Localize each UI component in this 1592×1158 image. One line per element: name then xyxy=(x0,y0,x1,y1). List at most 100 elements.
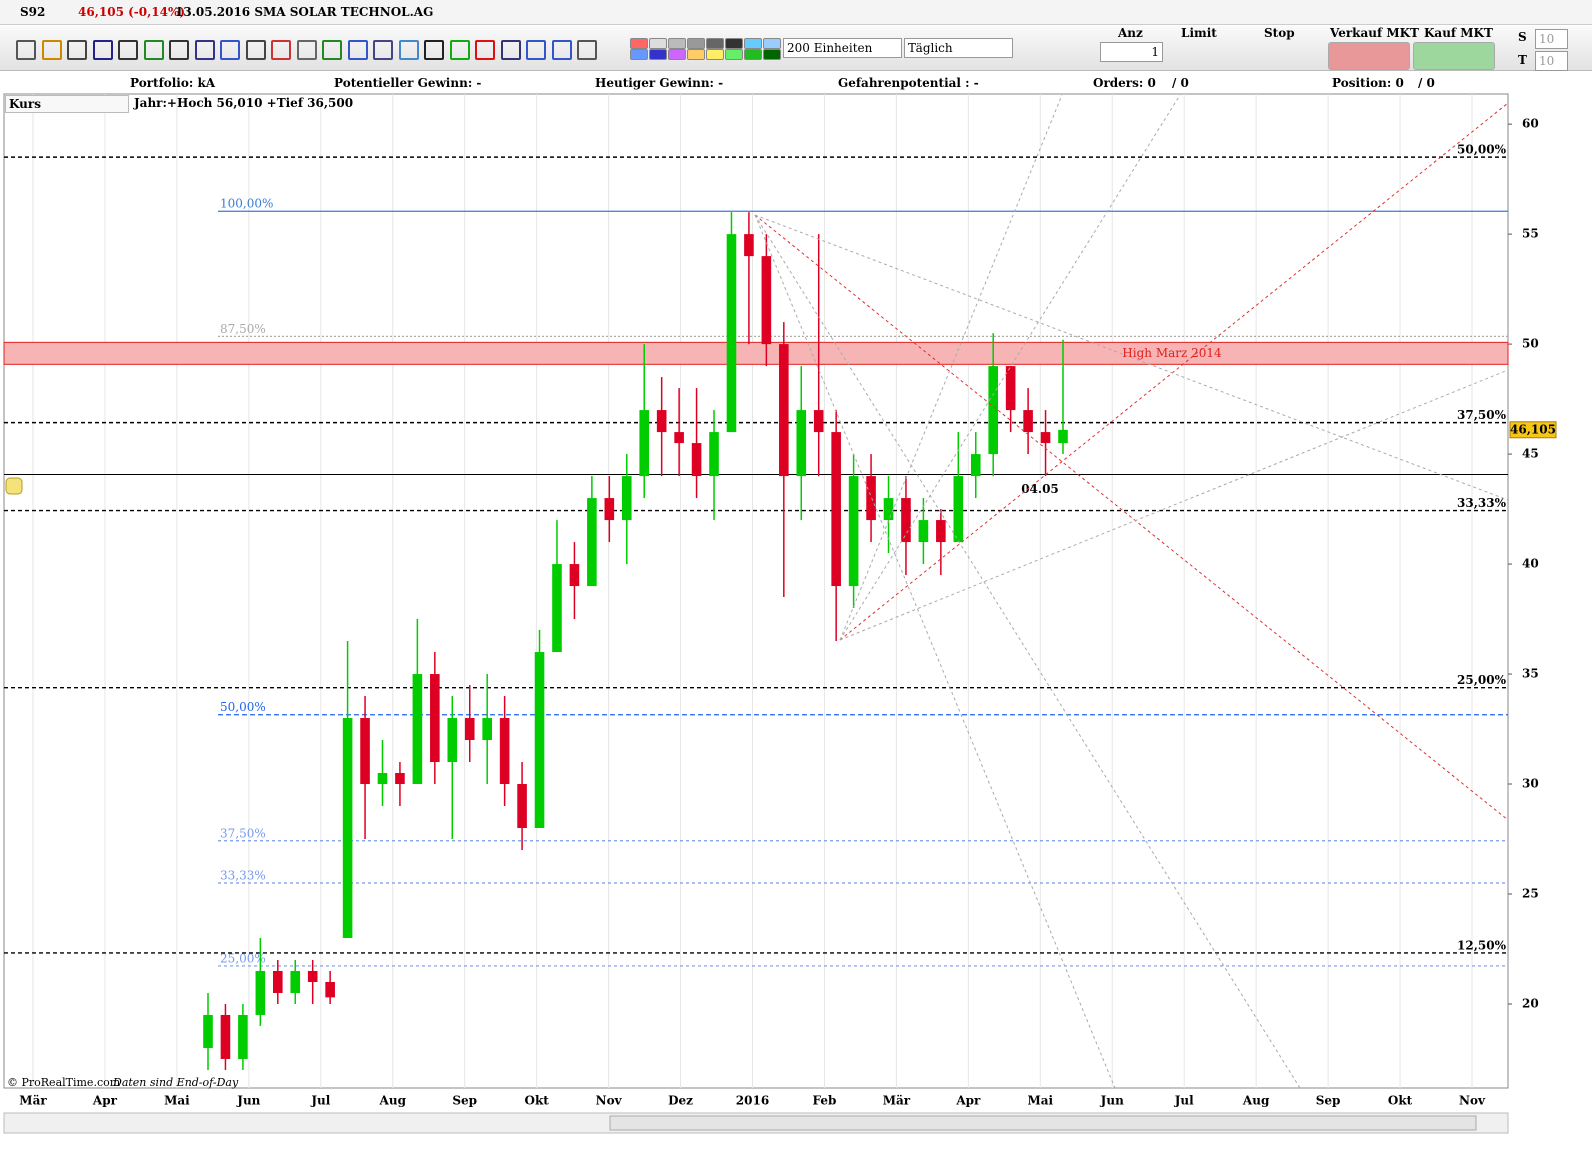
trend-line xyxy=(754,214,1509,501)
x-tick-label: Apr xyxy=(955,1094,981,1108)
trend-line xyxy=(839,94,1181,641)
orders-total: / 0 xyxy=(1172,76,1189,90)
tool-icon[interactable] xyxy=(373,40,393,60)
y-tick-label: 30 xyxy=(1522,777,1539,791)
buy-label: Kauf MKT xyxy=(1424,26,1493,40)
units-select[interactable]: 200 Einheiten xyxy=(783,38,902,58)
tool-icon[interactable] xyxy=(322,40,342,60)
color-swatch[interactable] xyxy=(725,38,743,49)
tool-icon[interactable] xyxy=(424,40,444,60)
quote: 46,105 (-0,14%) xyxy=(78,5,186,19)
color-swatch[interactable] xyxy=(668,38,686,49)
candle-body xyxy=(988,366,999,455)
buy-button[interactable] xyxy=(1413,42,1495,70)
color-swatch[interactable] xyxy=(687,49,705,60)
tool-icon[interactable] xyxy=(296,40,317,60)
candle-body xyxy=(499,718,510,785)
candle-body xyxy=(238,1014,248,1059)
tool-icon[interactable] xyxy=(220,40,240,60)
qty-label: Anz xyxy=(1118,26,1143,40)
tool-icon[interactable] xyxy=(194,40,215,60)
y-tick-label: 60 xyxy=(1522,117,1539,131)
tool-icon[interactable] xyxy=(475,40,495,60)
tool-icon[interactable] xyxy=(118,40,138,60)
color-swatch[interactable] xyxy=(668,49,686,60)
trend-line xyxy=(839,369,1509,641)
tool-icon[interactable] xyxy=(271,40,291,60)
tool-icon[interactable] xyxy=(16,40,36,60)
fib-label: 12,50% xyxy=(1457,938,1507,952)
y-tick-label: 50 xyxy=(1522,337,1539,351)
candle-body xyxy=(290,970,301,993)
alert-icon[interactable] xyxy=(5,477,23,495)
scroll-thumb[interactable] xyxy=(609,1115,1477,1131)
candle-body xyxy=(761,256,772,345)
x-tick-label: Okt xyxy=(1388,1094,1413,1108)
description: 13.05.2016 SMA SOLAR TECHNOL.AG xyxy=(175,5,434,19)
s-label: S xyxy=(1518,30,1527,44)
tool-icon[interactable] xyxy=(245,40,266,60)
toolbar: 200 Einheiten Täglich Anz 1 Limit Stop V… xyxy=(0,26,1592,71)
color-swatch[interactable] xyxy=(706,49,724,60)
color-swatch[interactable] xyxy=(763,49,781,60)
color-swatch[interactable] xyxy=(744,49,762,60)
x-tick-label: Jun xyxy=(1100,1094,1124,1108)
color-swatch[interactable] xyxy=(649,38,667,49)
zone-label: High Marz 2014 xyxy=(1122,346,1222,360)
candle-body xyxy=(1005,366,1016,411)
tool-icon[interactable] xyxy=(577,40,597,60)
potential-gain: Potentieller Gewinn: - xyxy=(334,76,482,90)
fib-label: 87,50% xyxy=(220,322,266,336)
color-swatch[interactable] xyxy=(630,49,648,60)
color-swatch[interactable] xyxy=(630,38,648,49)
orders: Orders: 0 xyxy=(1093,76,1156,90)
color-swatch[interactable] xyxy=(725,49,743,60)
y-tick-label: 25 xyxy=(1522,886,1539,900)
tool-icon[interactable] xyxy=(143,40,164,60)
candle-body xyxy=(1058,429,1068,444)
tool-icon[interactable] xyxy=(169,40,189,60)
position: Position: 0 xyxy=(1332,76,1404,90)
candle-body xyxy=(534,652,545,829)
tool-icon[interactable] xyxy=(67,40,87,60)
plot-frame xyxy=(3,93,1509,1089)
sell-button[interactable] xyxy=(1328,42,1410,70)
tool-icon[interactable] xyxy=(551,40,572,60)
candle-body xyxy=(621,476,632,521)
x-tick-label: Mär xyxy=(19,1094,47,1108)
color-swatch[interactable] xyxy=(744,38,762,49)
x-tick-label: Feb xyxy=(813,1094,837,1108)
tool-icon[interactable] xyxy=(41,40,62,60)
color-swatch[interactable] xyxy=(763,38,781,49)
tool-icon[interactable] xyxy=(500,40,521,60)
period-select[interactable]: Täglich xyxy=(904,38,1013,58)
t-input[interactable]: 10 xyxy=(1535,51,1568,71)
fib-label: 50,00% xyxy=(220,700,266,714)
fib-label: 25,00% xyxy=(220,951,266,965)
s-input[interactable]: 10 xyxy=(1535,29,1568,49)
candle-body xyxy=(255,970,266,1015)
color-swatch[interactable] xyxy=(649,49,667,60)
candle-body xyxy=(813,410,824,433)
color-swatch[interactable] xyxy=(706,38,724,49)
qty-input[interactable]: 1 xyxy=(1100,42,1163,62)
risk: Gefahrenpotential : - xyxy=(838,76,979,90)
tool-icon[interactable] xyxy=(398,40,419,60)
x-tick-label: Aug xyxy=(379,1094,407,1108)
x-tick-label: Jul xyxy=(1174,1094,1194,1108)
tool-icon[interactable] xyxy=(347,40,368,60)
color-swatch[interactable] xyxy=(687,38,705,49)
candle-body xyxy=(639,410,650,477)
x-tick-label: Aug xyxy=(1242,1094,1270,1108)
candle-body xyxy=(953,476,964,543)
x-tick-label: Apr xyxy=(92,1094,118,1108)
portfolio: Portfolio: kA xyxy=(130,76,216,90)
sell-label: Verkauf MKT xyxy=(1330,26,1419,40)
candle-body xyxy=(866,476,876,521)
tool-icon[interactable] xyxy=(449,40,470,60)
tool-icon[interactable] xyxy=(92,40,113,60)
position-total: / 0 xyxy=(1418,76,1435,90)
candle-body xyxy=(744,234,754,257)
tool-icon[interactable] xyxy=(526,40,546,60)
